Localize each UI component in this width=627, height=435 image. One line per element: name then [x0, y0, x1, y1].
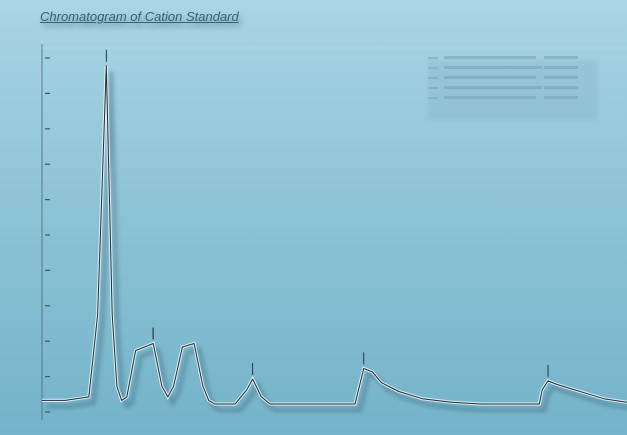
legend-entry-text: [444, 66, 542, 69]
series-line-group: [42, 65, 627, 412]
legend-entry-text: [444, 96, 536, 99]
series-line: [42, 65, 627, 405]
legend-entry-text: [544, 56, 578, 59]
legend-shadow: [428, 60, 598, 120]
legend-entry-text: [544, 76, 578, 79]
legend-entry-text: [544, 96, 578, 99]
series-line-shadow: [47, 71, 627, 412]
legend-entry-text: [444, 56, 536, 59]
chart-title: Chromatogram of Cation Standard: [40, 9, 239, 24]
legend-entry-text: [544, 86, 578, 89]
legend-entry-text: [444, 76, 536, 79]
legend-entry-text: [444, 86, 542, 89]
legend-entry-text: [544, 66, 578, 69]
